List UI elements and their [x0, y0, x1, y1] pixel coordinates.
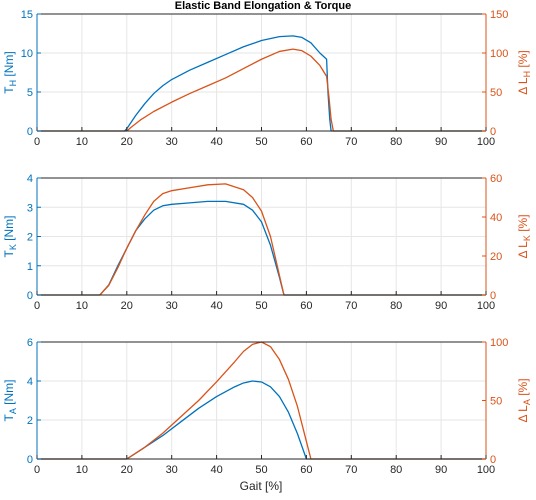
- series-line-torque: [37, 380, 486, 460]
- x-tick-label: 30: [166, 136, 178, 148]
- y-left-tick-label: 5: [27, 87, 33, 99]
- y-right-tick-label: 50: [490, 396, 502, 408]
- x-tick-label: 10: [76, 300, 88, 312]
- y-right-axis-label: Δ LK [%]: [516, 214, 532, 258]
- x-tick-label: 80: [390, 136, 402, 148]
- y-left-axis-label: TH [Nm]: [2, 51, 18, 94]
- x-tick-label: 50: [255, 136, 267, 148]
- x-tick-label: 60: [300, 300, 312, 312]
- y-right-tick-label: 0: [490, 126, 496, 138]
- x-tick-label: 10: [76, 136, 88, 148]
- x-tick-label: 90: [435, 300, 447, 312]
- x-tick-label: 20: [121, 300, 133, 312]
- y-left-tick-label: 2: [27, 232, 33, 244]
- y-left-tick-label: 10: [21, 48, 33, 60]
- x-tick-label: 10: [76, 464, 88, 476]
- x-tick-label: 40: [210, 300, 222, 312]
- x-axis-label: Gait [%]: [240, 479, 283, 493]
- y-right-tick-label: 100: [490, 48, 508, 60]
- x-tick-label: 100: [477, 136, 495, 148]
- x-tick-label: 0: [34, 300, 40, 312]
- y-left-tick-label: 4: [27, 376, 33, 388]
- x-tick-label: 40: [210, 464, 222, 476]
- y-left-tick-label: 6: [27, 337, 33, 349]
- x-tick-label: 0: [34, 464, 40, 476]
- x-tick-label: 100: [477, 464, 495, 476]
- x-tick-label: 100: [477, 300, 495, 312]
- x-tick-label: 80: [390, 300, 402, 312]
- y-left-tick-label: 0: [27, 290, 33, 302]
- y-left-tick-label: 2: [27, 415, 33, 427]
- series-line-elongation: [37, 183, 486, 296]
- y-right-tick-label: 150: [490, 9, 508, 21]
- x-tick-label: 70: [345, 300, 357, 312]
- y-right-tick-label: 20: [490, 251, 502, 263]
- y-left-axis-label: TK [Nm]: [2, 215, 18, 257]
- x-tick-label: 30: [166, 300, 178, 312]
- y-left-tick-label: 3: [27, 202, 33, 214]
- panel-1: 0 10 20 30 40 50 60 70 80 90 100051015050100150TH …: [2, 9, 532, 148]
- y-right-tick-label: 0: [490, 290, 496, 302]
- x-tick-label: 70: [345, 464, 357, 476]
- series-line-elongation: [37, 341, 486, 460]
- series-line-torque: [37, 35, 486, 132]
- x-tick-label: 50: [255, 464, 267, 476]
- x-tick-label: 40: [210, 136, 222, 148]
- x-tick-label: 70: [345, 136, 357, 148]
- series-line-elongation: [37, 48, 486, 132]
- y-left-tick-label: 0: [27, 454, 33, 466]
- x-tick-label: 20: [121, 136, 133, 148]
- x-tick-label: 90: [435, 136, 447, 148]
- y-right-axis-label: Δ LH [%]: [516, 50, 532, 95]
- y-left-tick-label: 1: [27, 261, 33, 273]
- series-line-torque: [37, 200, 486, 296]
- x-tick-label: 50: [255, 300, 267, 312]
- x-tick-label: 80: [390, 464, 402, 476]
- y-left-tick-label: 0: [27, 126, 33, 138]
- y-right-tick-label: 50: [490, 87, 502, 99]
- y-right-tick-label: 100: [490, 337, 508, 349]
- x-tick-label: 60: [300, 136, 312, 148]
- x-tick-label: 60: [300, 464, 312, 476]
- x-tick-label: 90: [435, 464, 447, 476]
- x-tick-label: 20: [121, 464, 133, 476]
- y-right-tick-label: 40: [490, 212, 502, 224]
- y-left-axis-label: TA [Nm]: [2, 379, 18, 421]
- chart-title: Elastic Band Elongation & Torque: [175, 0, 351, 12]
- x-tick-label: 0: [34, 136, 40, 148]
- y-right-axis-label: Δ LA [%]: [516, 378, 532, 422]
- y-left-tick-label: 15: [21, 9, 33, 21]
- y-left-tick-label: 4: [27, 173, 33, 185]
- y-right-tick-label: 60: [490, 173, 502, 185]
- y-right-tick-label: 0: [490, 454, 496, 466]
- x-tick-label: 30: [166, 464, 178, 476]
